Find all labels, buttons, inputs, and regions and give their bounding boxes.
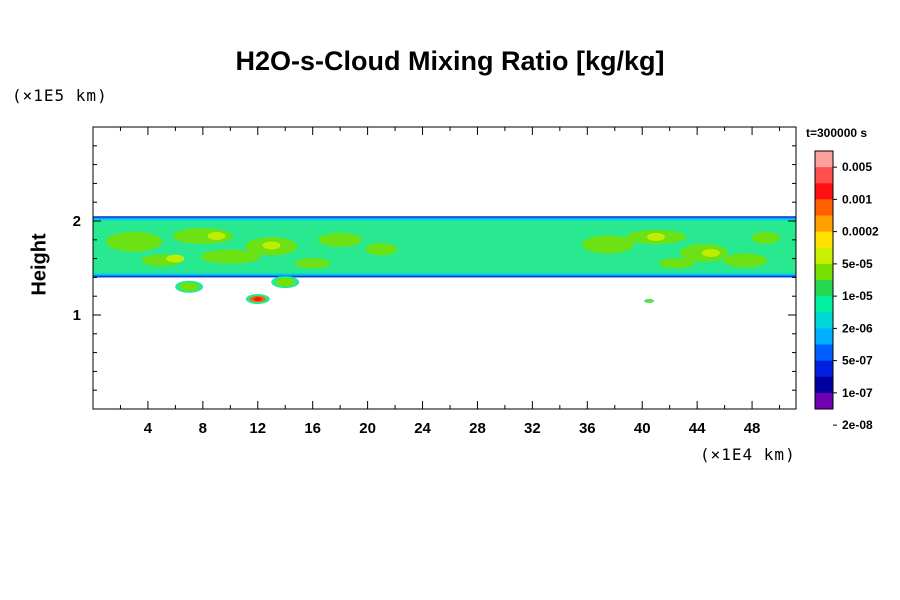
y-axis-unit: (×1E5 km)	[12, 86, 108, 105]
cloud-patch	[751, 231, 780, 244]
cloud-patch	[723, 253, 768, 268]
colorbar-label: 5e-05	[842, 257, 873, 271]
colorbar-label: 2e-06	[842, 321, 873, 335]
colorbar-swatch	[815, 376, 833, 394]
colorbar-label: 2e-08	[842, 418, 873, 432]
x-tick-label: 12	[249, 420, 266, 437]
cloud-patch	[106, 231, 163, 252]
y-tick-label: 2	[73, 213, 81, 230]
colorbar-swatch	[815, 151, 833, 168]
cloud-feature-core	[276, 278, 295, 287]
x-tick-label: 48	[744, 420, 761, 437]
plot-content	[93, 216, 796, 305]
cloud-core	[646, 232, 665, 241]
colorbar-label: 1e-05	[842, 289, 873, 303]
cloud-core	[166, 254, 185, 263]
cloud-patch	[318, 232, 363, 247]
colorbar-swatch	[815, 263, 833, 281]
colorbar-swatch	[815, 312, 833, 329]
cloud-feature-core	[646, 299, 653, 303]
cloud-patch	[365, 243, 398, 256]
x-tick-label: 28	[469, 420, 486, 437]
cloud-patch	[200, 249, 261, 264]
colorbar-swatch	[815, 296, 833, 313]
x-tick-label: 4	[144, 420, 153, 437]
y-tick-label: 1	[73, 307, 81, 324]
colorbar-label: 0.001	[842, 192, 872, 206]
colorbar-label: 5e-07	[842, 354, 873, 368]
cloud-feature-peak	[253, 297, 262, 302]
cloud-core	[701, 248, 720, 257]
colorbar-frame	[814, 150, 834, 410]
colorbar-swatch	[815, 392, 833, 410]
x-tick-label: 44	[689, 420, 706, 437]
colorbar: 0.005 0.001 0.0002 5e-05 1e-05 2e-06 5e-07 1e-0…	[814, 150, 879, 432]
colorbar-swatch	[815, 328, 833, 345]
colorbar-label: 0.0002	[842, 225, 879, 239]
x-tick-label: 16	[304, 420, 321, 437]
time-label: t=300000 s	[806, 126, 868, 140]
chart-title: H2O-s-Cloud Mixing Ratio [kg/kg]	[235, 46, 665, 76]
cloud-patch	[581, 235, 634, 254]
cloud-patch	[172, 228, 233, 245]
x-tick-label: 20	[359, 420, 376, 437]
x-tick-label: 8	[199, 420, 207, 437]
cloud-patch	[658, 258, 695, 269]
x-axis-unit: (×1E4 km)	[700, 445, 796, 464]
x-tick-label: 40	[634, 420, 651, 437]
x-tick-label: 36	[579, 420, 596, 437]
plot-frame	[92, 126, 797, 410]
cloud-core	[262, 241, 281, 250]
colorbar-label: 1e-07	[842, 386, 873, 400]
cloud-patch	[294, 258, 331, 269]
colorbar-swatch	[815, 199, 833, 216]
colorbar-swatch	[815, 215, 833, 233]
x-tick-label: 32	[524, 420, 541, 437]
colorbar-swatch	[815, 360, 833, 378]
colorbar-swatch	[815, 167, 833, 184]
colorbar-swatch	[815, 280, 833, 297]
x-tick-label: 24	[414, 420, 431, 437]
cloud-core	[207, 232, 226, 241]
colorbar-swatch	[815, 183, 833, 200]
colorbar-swatch	[815, 231, 833, 249]
colorbar-swatch	[815, 344, 833, 362]
cloud-feature-core	[180, 282, 199, 291]
colorbar-label: 0.005	[842, 160, 872, 174]
colorbar-swatch	[815, 247, 833, 265]
